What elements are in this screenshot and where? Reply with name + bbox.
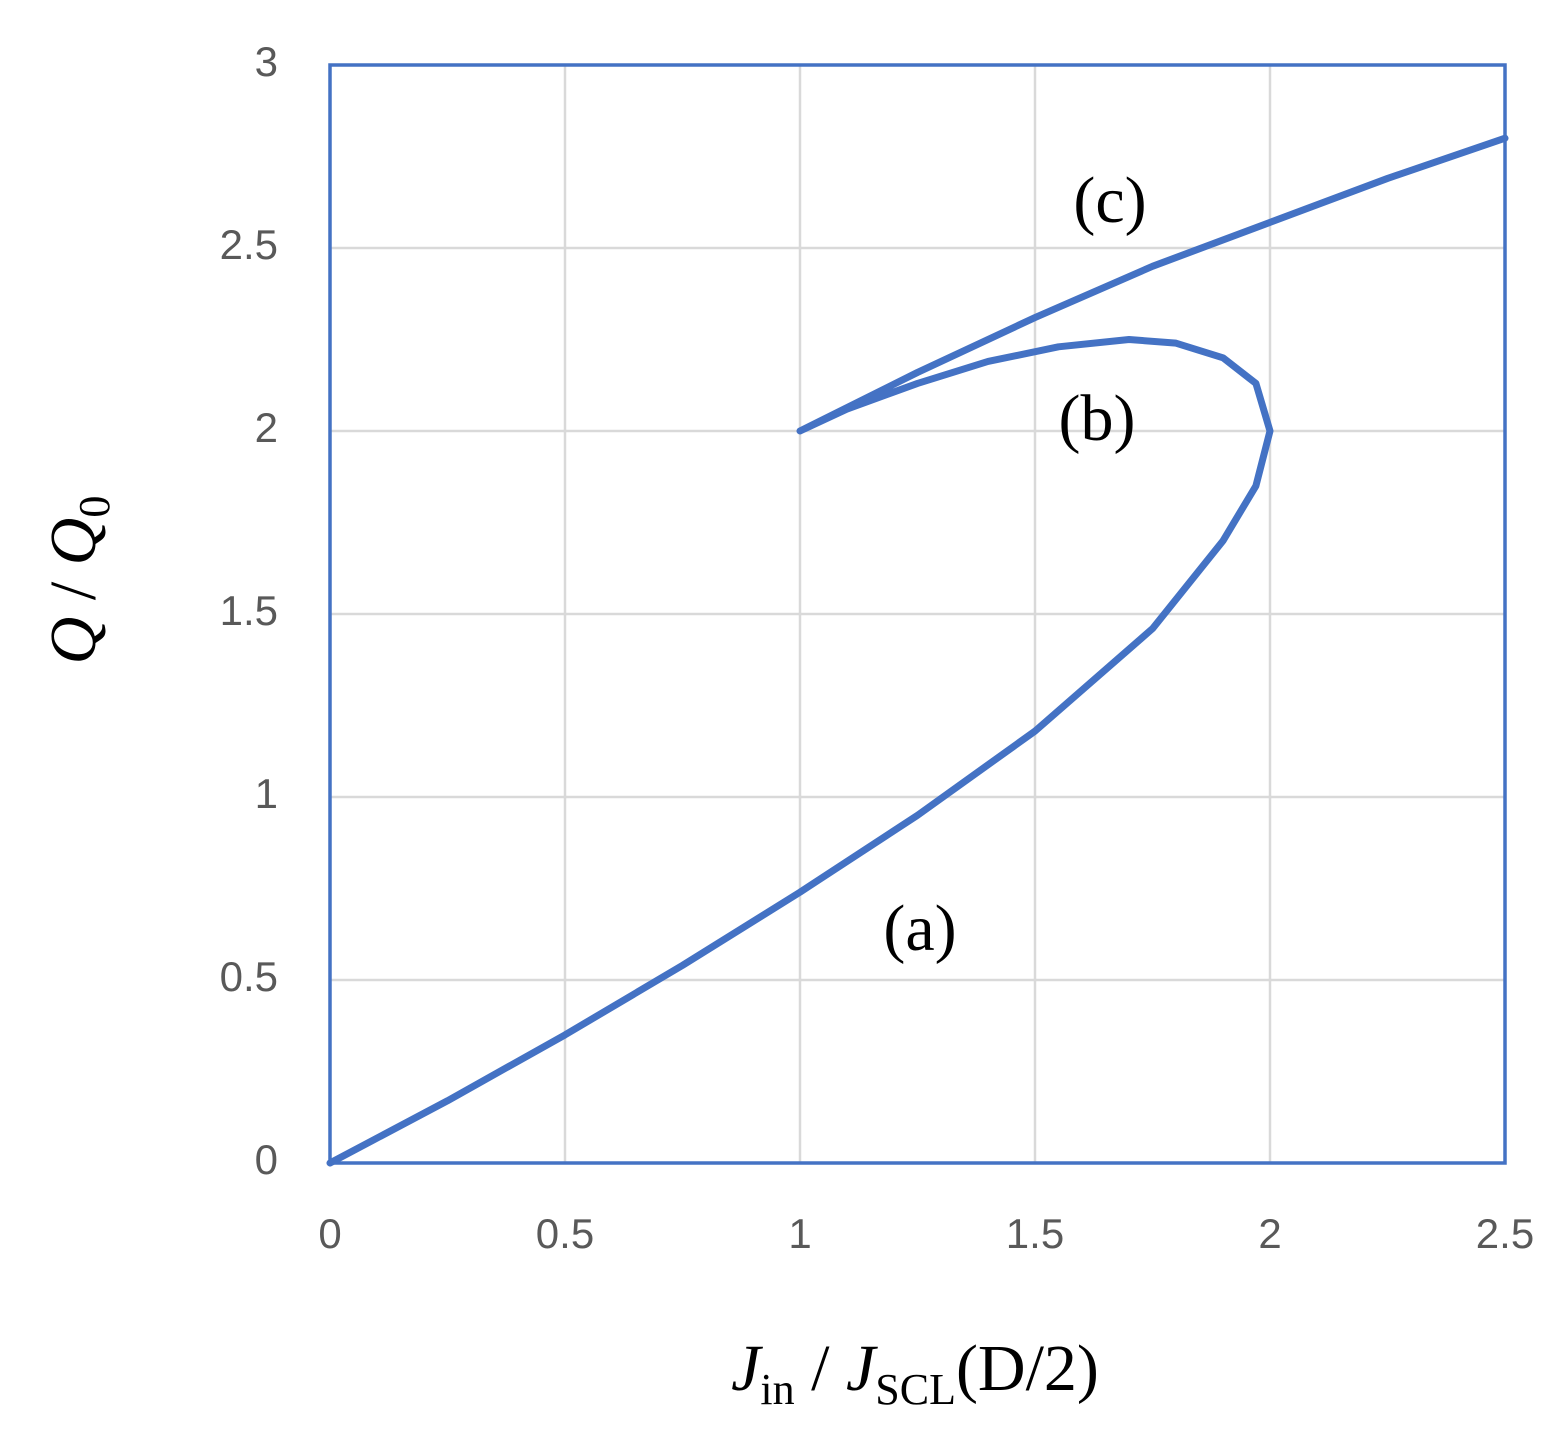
x-label-part: (D/2)	[956, 1332, 1099, 1405]
x-label-part: SCL	[875, 1365, 956, 1414]
y-tick-label: 2.5	[220, 221, 278, 268]
x-tick-label: 1	[788, 1210, 811, 1257]
y-label-part: 0	[70, 496, 119, 518]
x-label-part: J	[846, 1332, 878, 1405]
y-label-part: Q	[37, 518, 110, 566]
x-tick-label: 1.5	[1006, 1210, 1064, 1257]
annotation: (b)	[1059, 382, 1136, 455]
plot-frame	[328, 63, 1507, 1165]
x-tick-label: 2.5	[1476, 1210, 1534, 1257]
x-label-part: /	[795, 1332, 846, 1405]
y-label-part: Q	[37, 617, 110, 665]
y-label-part: /	[37, 565, 110, 616]
x-axis-label: Jin / JSCL(D/2)	[731, 1332, 1099, 1414]
y-tick-label: 1.5	[220, 587, 278, 634]
data-line	[326, 134, 1509, 1167]
x-tick-label: 0	[318, 1210, 341, 1257]
y-axis-label: Q / Q0	[37, 496, 119, 665]
y-tick-label: 1	[255, 770, 278, 817]
grid	[328, 63, 1507, 1165]
x-tick-label: 0.5	[536, 1210, 594, 1257]
y-tick-label: 0	[255, 1136, 278, 1183]
y-tick-label: 3	[255, 38, 278, 85]
annotation: (a)	[883, 892, 956, 965]
x-label-part: J	[731, 1332, 763, 1405]
y-tick-label: 0.5	[220, 953, 278, 1000]
x-label-part: in	[760, 1365, 794, 1414]
y-tick-label: 2	[255, 404, 278, 451]
annotation: (c)	[1073, 164, 1146, 237]
x-tick-label: 2	[1258, 1210, 1281, 1257]
